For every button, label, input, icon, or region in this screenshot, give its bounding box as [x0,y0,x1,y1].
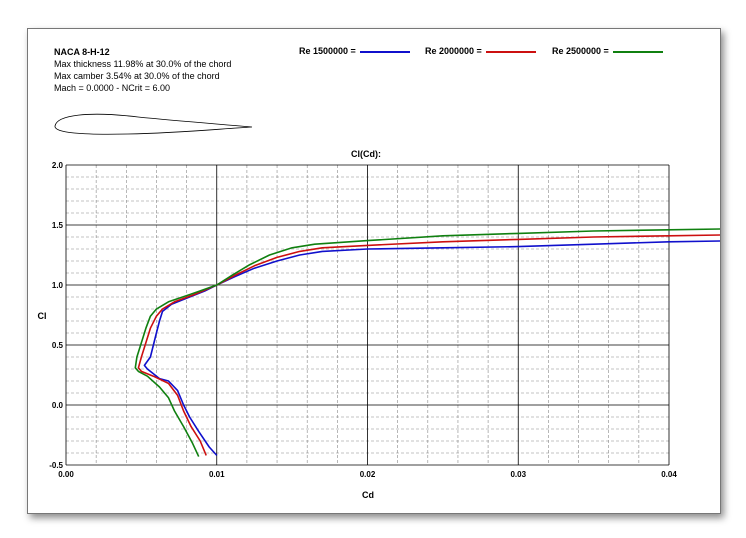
legend-item-re2500000: Re 2500000 = [552,46,663,56]
x-tick-label: 0.03 [510,470,526,479]
y-tick-label: -0.5 [49,461,63,470]
legend-swatch [359,50,410,53]
airfoil-camber: Max camber 3.54% at 30.0% of the chord [54,71,220,81]
series-line-re-2000000 [137,234,720,456]
legend-item-re1500000: Re 1500000 = [299,46,410,56]
airfoil-name: NACA 8-H-12 [54,47,110,57]
y-tick-label: 0.5 [52,341,64,350]
chart-title: Cl(Cd): [351,149,381,159]
airfoil-info: NACA 8-H-12 Max thickness 11.98% at 30.0… [54,46,231,94]
y-tick-label: 1.0 [52,281,64,290]
y-tick-label: 2.0 [52,161,64,170]
legend-swatch [485,50,536,53]
y-tick-label: 1.5 [52,221,64,230]
polar-chart: Cl(Cd): Cd Cl 0.00 0.01 0.02 0.03 0.04 -0.5 0.… [38,113,720,500]
series-line-re-2500000 [134,228,720,457]
polar-sheet: NACA 8-H-12 Max thickness 11.98% at 30.0… [27,28,721,514]
x-axis-label: Cd [362,490,374,500]
y-tick-label: 0.0 [52,401,64,410]
legend-swatch [612,50,663,53]
x-tick-label: 0.02 [360,470,376,479]
airfoil-shape [54,113,253,135]
airfoil-conditions: Mach = 0.0000 - NCrit = 6.00 [54,83,171,93]
x-tick-label: 0.00 [58,470,74,479]
legend-label: Re 2000000 = [425,46,482,56]
legend-item-re2000000: Re 2000000 = [425,46,536,56]
x-tick-label: 0.01 [209,470,225,479]
x-tick-label: 0.04 [661,470,677,479]
legend-label: Re 1500000 = [299,46,356,56]
airfoil-thickness: Max thickness 11.98% at 30.0% of the cho… [54,59,232,69]
legend-label: Re 2500000 = [552,46,609,56]
y-axis-label: Cl [38,311,47,321]
series-line-re-1500000 [143,240,720,456]
